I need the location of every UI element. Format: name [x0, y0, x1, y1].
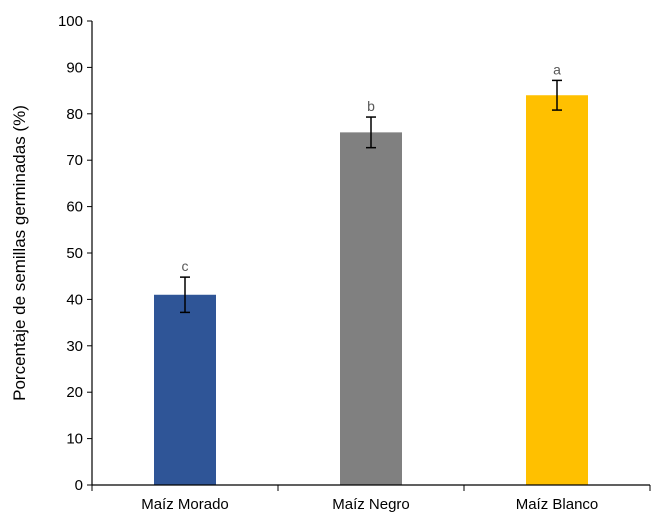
y-tick-label: 50	[66, 245, 83, 262]
y-tick-label: 90	[66, 59, 83, 76]
x-axis-labels: Maíz Morado Maíz Negro Maíz Blanco	[141, 496, 598, 513]
bar	[154, 294, 216, 485]
y-tick-label: 10	[66, 431, 83, 448]
bar	[340, 132, 402, 486]
bar	[526, 95, 588, 486]
x-tick-label: Maíz Morado	[141, 496, 229, 513]
y-axis-title: Porcentaje de semillas germinadas (%)	[10, 105, 29, 401]
significance-labels: c b a	[182, 61, 562, 274]
y-tick-label: 30	[66, 338, 83, 355]
y-axis-ticks: 0 10 20 30 40 50 60 70 80 90 100	[58, 13, 92, 494]
error-bar	[552, 79, 562, 111]
x-axis-ticks	[91, 485, 651, 491]
y-tick-label: 40	[66, 291, 83, 308]
bars	[154, 95, 588, 486]
x-tick-label: Maíz Blanco	[516, 496, 599, 513]
significance-label: a	[553, 61, 561, 77]
error-bar	[180, 276, 190, 314]
y-tick-label: 20	[66, 384, 83, 401]
y-tick-label: 0	[75, 477, 83, 494]
error-bars	[180, 79, 562, 314]
significance-label: c	[182, 258, 189, 274]
y-tick-label: 60	[66, 199, 83, 216]
y-tick-label: 80	[66, 106, 83, 123]
x-tick-label: Maíz Negro	[332, 496, 410, 513]
error-bar	[366, 116, 376, 149]
y-tick-label: 100	[58, 13, 83, 30]
y-tick-label: 70	[66, 152, 83, 169]
significance-label: b	[367, 98, 375, 114]
